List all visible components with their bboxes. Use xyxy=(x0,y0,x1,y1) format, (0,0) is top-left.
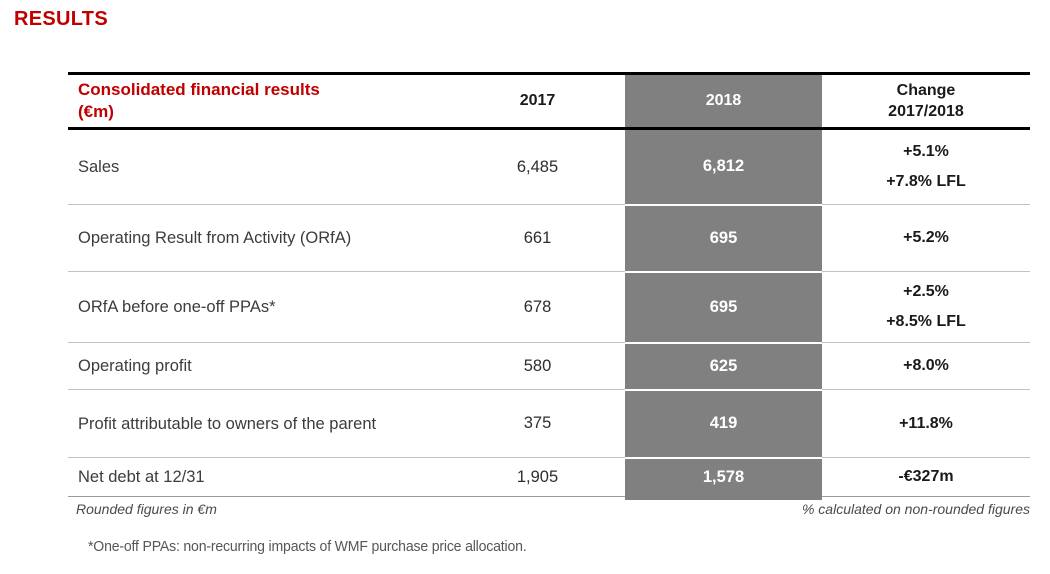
row-value-2018: 695 xyxy=(625,271,822,344)
row-label: Profit attributable to owners of the par… xyxy=(68,389,450,458)
table-row: Net debt at 12/31 1,905 1,578 -€327m xyxy=(68,457,1030,497)
footnote: *One-off PPAs: non-recurring impacts of … xyxy=(88,538,527,555)
row-change: +8.0% xyxy=(822,342,1030,390)
change-line: +5.1% xyxy=(903,143,949,160)
row-change: +11.8% xyxy=(822,389,1030,458)
row-change: -€327m xyxy=(822,457,1030,497)
row-value-2018: 695 xyxy=(625,204,822,273)
row-value-2017: 6,485 xyxy=(450,128,625,205)
footer-note-right: % calculated on non-rounded figures xyxy=(801,501,1030,517)
results-table: Consolidated financial results (€m) 2017… xyxy=(68,72,1030,500)
table-row: Operating Result from Activity (ORfA) 661… xyxy=(68,204,1030,273)
financial-results-table: Consolidated financial results (€m) 2017… xyxy=(68,72,1030,497)
header-change-line2: 2017/2018 xyxy=(888,103,964,120)
row-change: +2.5% +8.5% LFL xyxy=(822,271,1030,343)
table-row: Operating profit 580 625 +8.0% xyxy=(68,342,1030,391)
row-label: ORfA before one-off PPAs* xyxy=(68,271,450,343)
table-row: ORfA before one-off PPAs* 678 695 +2.5% +8.5… xyxy=(68,271,1030,344)
page-title: RESULTS xyxy=(14,8,108,30)
header-change: Change 2017/2018 xyxy=(822,72,1030,130)
highlight-column-tail xyxy=(625,496,822,500)
row-value-2018: 419 xyxy=(625,389,822,459)
table-footer: Rounded figures in €m % calculated on no… xyxy=(68,501,1030,517)
row-value-2018: 625 xyxy=(625,342,822,391)
row-value-2018: 1,578 xyxy=(625,457,822,497)
row-value-2017: 661 xyxy=(450,204,625,272)
header-change-line1: Change xyxy=(896,82,956,99)
table-body: Sales 6,485 6,812 +5.1% +7.8% LFL Operating R… xyxy=(68,128,1030,497)
change-line: +11.8% xyxy=(899,414,953,432)
row-label: Operating Result from Activity (ORfA) xyxy=(68,204,450,272)
row-label: Sales xyxy=(68,128,450,205)
row-value-2017: 1,905 xyxy=(450,457,625,497)
row-value-2018: 6,812 xyxy=(625,128,822,206)
row-value-2017: 678 xyxy=(450,271,625,343)
row-value-2017: 375 xyxy=(450,389,625,458)
footer-note-left: Rounded figures in €m xyxy=(76,501,217,517)
row-label: Operating profit xyxy=(68,342,450,390)
row-change: +5.2% xyxy=(822,204,1030,272)
table-row: Sales 6,485 6,812 +5.1% +7.8% LFL xyxy=(68,128,1030,206)
change-line: -€327m xyxy=(898,468,954,485)
change-line: +5.2% xyxy=(903,229,949,246)
header-2017: 2017 xyxy=(450,72,625,130)
change-line: +7.8% LFL xyxy=(886,173,966,190)
change-line: +8.5% LFL xyxy=(886,313,966,330)
row-value-2017: 580 xyxy=(450,342,625,390)
row-change: +5.1% +7.8% LFL xyxy=(822,128,1030,205)
header-consolidated-results: Consolidated financial results (€m) xyxy=(68,72,450,130)
change-line: +2.5% xyxy=(903,283,949,300)
table-row: Profit attributable to owners of the par… xyxy=(68,389,1030,459)
header-row: Consolidated financial results (€m) 2017… xyxy=(68,72,1030,130)
row-label: Net debt at 12/31 xyxy=(68,457,450,497)
header-2018: 2018 xyxy=(625,72,822,130)
change-line: +8.0% xyxy=(903,357,949,374)
